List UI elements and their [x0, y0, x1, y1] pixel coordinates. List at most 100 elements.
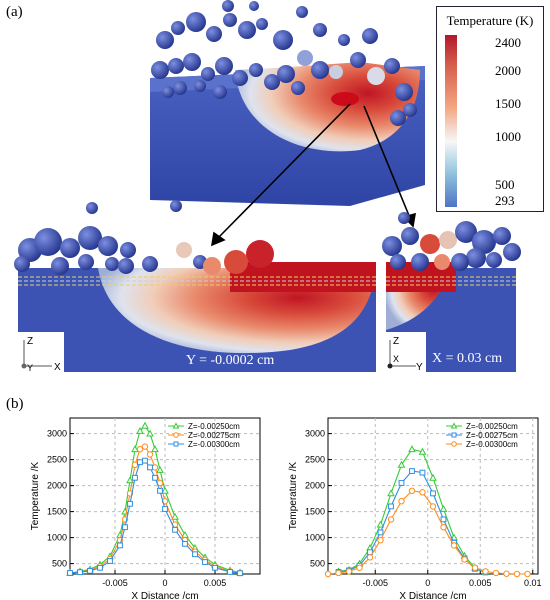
data-point [182, 540, 188, 547]
x-axis-label: X Distance /cm [131, 591, 198, 600]
powder-particle [203, 257, 221, 275]
powder-particle [398, 212, 410, 224]
section-arrows [210, 103, 416, 247]
powder-particle [390, 254, 406, 270]
data-point [376, 520, 385, 528]
powder-particle [277, 65, 295, 83]
powder-particle [493, 227, 511, 245]
data-point [440, 516, 447, 523]
legend-entry: Z=-0.00300cm [168, 440, 240, 449]
legend-label: Z=-0.00275cm [466, 431, 518, 440]
powder-particle [338, 34, 350, 46]
powder-particle [451, 253, 469, 271]
data-point [142, 457, 148, 464]
data-point [87, 567, 93, 574]
y-tick-label: 2000 [47, 481, 67, 491]
data-point [429, 503, 437, 510]
data-point [471, 564, 479, 571]
series-line [69, 445, 241, 574]
powder-particle [86, 202, 98, 214]
powder-particle [420, 234, 440, 254]
powder-particle [434, 254, 450, 270]
data-point [482, 568, 489, 575]
data-point [408, 445, 416, 453]
data-point [136, 446, 144, 453]
data-point [387, 489, 395, 497]
data-point [398, 480, 405, 486]
x-tick-label: 0.01 [524, 578, 542, 588]
powder-particle [170, 200, 182, 212]
y-tick-label: 1000 [305, 533, 325, 543]
data-point [126, 476, 134, 484]
powder-particle [439, 231, 457, 249]
right-axis-x: X [393, 354, 399, 364]
data-point [107, 558, 113, 564]
powder-particle [201, 67, 215, 81]
powder-particle [472, 230, 496, 254]
data-point [202, 559, 208, 565]
powder-particle [173, 81, 187, 95]
powder-particle [186, 12, 206, 32]
data-point [409, 468, 415, 474]
data-point [156, 465, 164, 473]
data-point [122, 524, 128, 531]
powder-particle [51, 257, 69, 275]
panel-label-b: (b) [6, 396, 24, 412]
data-point [137, 459, 143, 466]
y-tick-label: 1000 [47, 533, 67, 543]
data-point [192, 551, 198, 558]
right-axis-y: Y [416, 362, 423, 373]
powder-particle [183, 53, 201, 71]
section-view-left: Z X Y Y = -0.0002 cm [14, 200, 376, 373]
legend-label: Z=-0.00250cm [466, 422, 518, 431]
legend-tick-2000: 2000 [495, 63, 521, 78]
legend-label: Z=-0.00300cm [188, 440, 240, 449]
data-point [429, 473, 437, 481]
left-axis-z: Z [27, 336, 33, 347]
data-point [131, 461, 139, 468]
powder-particle [215, 57, 233, 75]
powder-particle [311, 61, 329, 79]
y-tick-label: 2500 [47, 455, 67, 465]
data-point [151, 464, 159, 471]
data-point [141, 421, 149, 429]
data-point [132, 474, 138, 481]
legend-colorbar [445, 35, 457, 207]
powder-particles-right [382, 212, 521, 271]
plot-area [327, 417, 539, 575]
powder-particle [466, 248, 486, 268]
legend-label: Z=-0.00300cm [466, 440, 518, 449]
powder-particle [176, 242, 192, 258]
data-point [67, 570, 73, 576]
powder-particle [222, 0, 234, 12]
legend-tick-1500: 1500 [495, 96, 521, 111]
powder-particle [14, 256, 30, 272]
data-point [408, 487, 416, 495]
data-point [430, 490, 436, 497]
y-tick-label: 500 [310, 559, 325, 569]
data-point [439, 504, 448, 512]
data-point [127, 500, 133, 507]
powder-particles-top [151, 0, 417, 126]
data-point [461, 556, 468, 563]
powder-particle [151, 61, 169, 79]
powder-particle [34, 228, 62, 256]
data-point [131, 445, 139, 453]
powder-particle [296, 6, 308, 18]
x-tick-label: 0.005 [469, 578, 492, 588]
data-point [524, 570, 531, 578]
top-3d-block [150, 0, 425, 206]
y-tick-label: 2000 [305, 481, 325, 491]
y-tick-label: 3000 [305, 429, 325, 439]
x-tick-label: -0.005 [362, 578, 388, 588]
powder-particle [105, 257, 119, 271]
powder-particle [223, 13, 237, 27]
data-point [503, 570, 510, 577]
powder-particle [168, 58, 184, 74]
data-point [212, 564, 218, 571]
data-point [146, 429, 154, 437]
x-tick-label: 0 [162, 578, 167, 588]
left-section-label: Y = -0.0002 cm [186, 353, 274, 368]
powder-particle [486, 252, 502, 268]
data-point [237, 570, 243, 577]
